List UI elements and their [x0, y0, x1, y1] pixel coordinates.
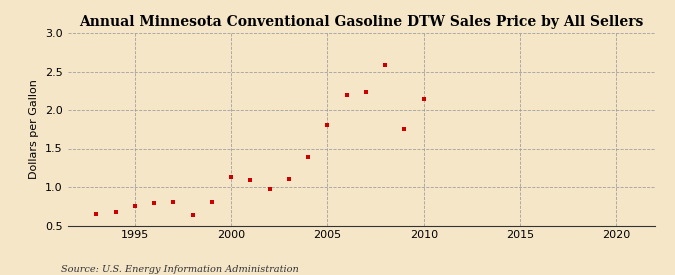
Point	[91, 212, 102, 216]
Point	[187, 213, 198, 217]
Point	[207, 200, 217, 205]
Point	[399, 127, 410, 131]
Y-axis label: Dollars per Gallon: Dollars per Gallon	[29, 79, 39, 179]
Point	[418, 97, 429, 101]
Point	[168, 200, 179, 205]
Point	[380, 63, 391, 68]
Point	[148, 201, 159, 205]
Point	[322, 123, 333, 128]
Point	[303, 155, 314, 159]
Point	[110, 210, 121, 214]
Point	[225, 175, 236, 179]
Title: Annual Minnesota Conventional Gasoline DTW Sales Price by All Sellers: Annual Minnesota Conventional Gasoline D…	[79, 15, 643, 29]
Text: Source: U.S. Energy Information Administration: Source: U.S. Energy Information Administ…	[61, 265, 298, 274]
Point	[130, 204, 140, 208]
Point	[284, 176, 294, 181]
Point	[245, 178, 256, 182]
Point	[342, 93, 352, 98]
Point	[360, 90, 371, 95]
Point	[265, 187, 275, 191]
